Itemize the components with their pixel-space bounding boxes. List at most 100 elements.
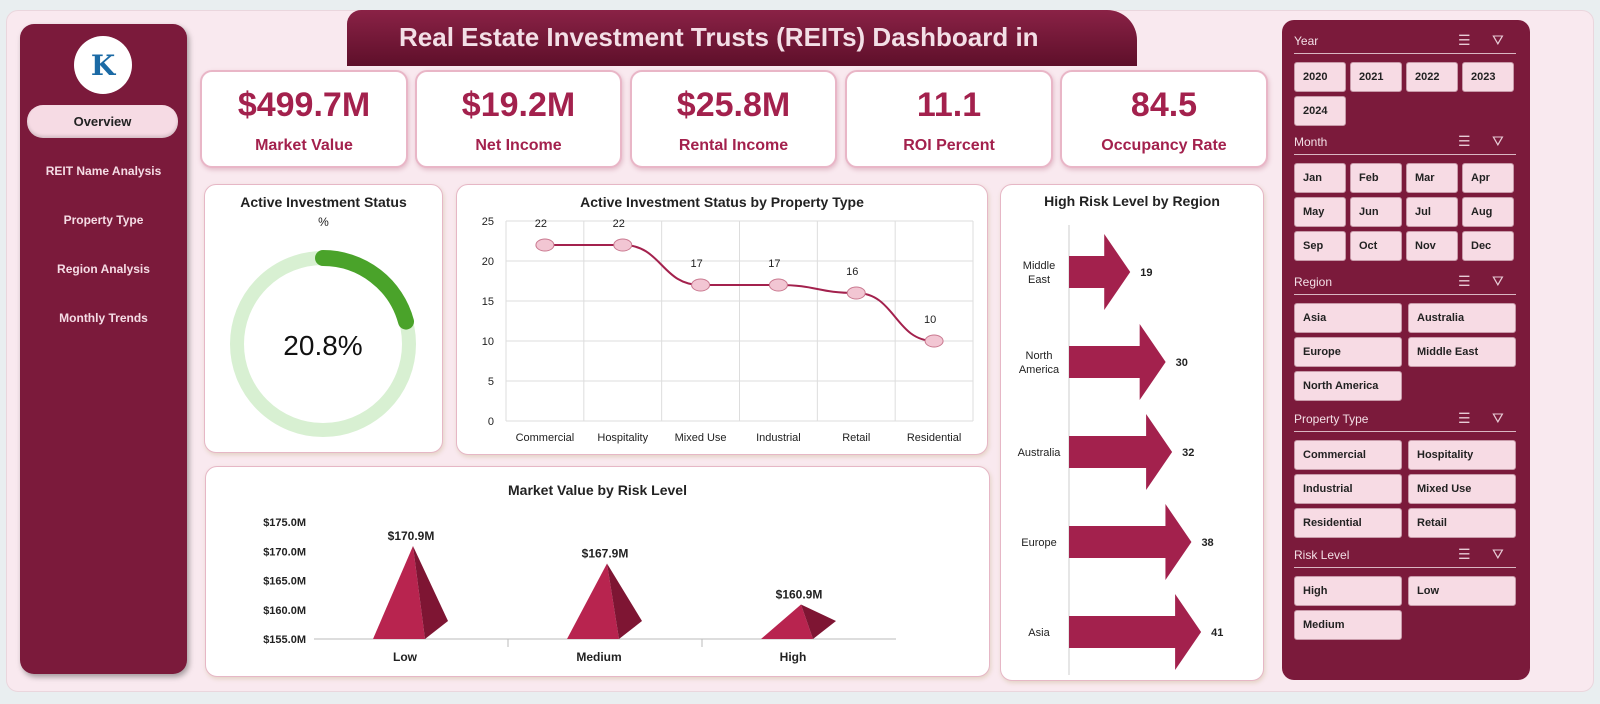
x-tick-label: High	[780, 650, 807, 664]
slicer-item[interactable]: Mar	[1406, 163, 1458, 193]
slicer-title: Property Type	[1294, 412, 1369, 426]
y-tick-label: $170.0M	[263, 546, 306, 558]
data-label: 38	[1201, 537, 1213, 549]
clear-filter-icon[interactable]: ⛛	[1492, 273, 1504, 289]
nav-reit-name-analysis[interactable]: REIT Name Analysis	[45, 164, 162, 178]
y-tick-label: Australia	[1018, 447, 1062, 459]
slicer-item[interactable]: Middle East	[1408, 337, 1516, 367]
slicer-item[interactable]: High	[1294, 576, 1402, 606]
clear-filter-icon[interactable]: ⛛	[1492, 410, 1504, 426]
slicer-item[interactable]: 2021	[1350, 62, 1402, 92]
slicer-title: Risk Level	[1294, 548, 1350, 562]
filter-panel: Year ☰ ⛛ 2020 2021 2022 2023 2024 Month ☰ ⛛ Jan Feb M…	[1282, 20, 1530, 680]
slicer-item[interactable]: North America	[1294, 371, 1402, 401]
slicer-item[interactable]: 2023	[1462, 62, 1514, 92]
multi-select-icon[interactable]: ☰	[1458, 32, 1471, 48]
data-point	[691, 278, 711, 292]
slicer-item[interactable]: Medium	[1294, 610, 1402, 640]
slicer-header: Property Type ☰ ⛛	[1294, 410, 1516, 432]
slicer-item[interactable]: Apr	[1462, 163, 1514, 193]
data-label: 19	[1140, 267, 1152, 279]
y-tick-label: $175.0M	[263, 517, 306, 529]
slicer-item[interactable]: Dec	[1462, 231, 1514, 261]
slicer-item[interactable]: Hospitality	[1408, 440, 1516, 470]
clear-filter-icon[interactable]: ⛛	[1492, 32, 1504, 48]
nav-property-type[interactable]: Property Type	[63, 213, 144, 227]
slicer-item[interactable]: Low	[1408, 576, 1516, 606]
y-tick-label: 15	[482, 296, 494, 308]
pyramid-front	[761, 604, 813, 639]
pyramid-front	[373, 545, 425, 639]
slicer-item[interactable]: Retail	[1408, 508, 1516, 538]
kpi-label: Occupancy Rate	[1101, 137, 1227, 154]
donut-chart: 20.8%	[230, 250, 416, 437]
multi-select-icon[interactable]: ☰	[1458, 546, 1471, 562]
slicer-item[interactable]: Oct	[1350, 231, 1402, 261]
slicer-item[interactable]: 2022	[1406, 62, 1458, 92]
x-tick-label: Mixed Use	[675, 432, 727, 444]
pyramid-side	[607, 563, 642, 639]
multi-select-icon[interactable]: ☰	[1458, 410, 1471, 426]
slicer-header: Risk Level ☰ ⛛	[1294, 546, 1516, 568]
chart-title: Active Investment Status	[240, 194, 407, 210]
y-tick-label: Europe	[1021, 537, 1056, 549]
sidebar: K Overview REIT Name Analysis Property T…	[20, 24, 187, 674]
slicer-item[interactable]: Australia	[1408, 303, 1516, 333]
nav-monthly-trends[interactable]: Monthly Trends	[59, 311, 148, 325]
y-tick-label: East	[1028, 274, 1050, 286]
y-tick-label: $155.0M	[263, 634, 306, 646]
pyramid-chart-card: Market Value by Risk Level $155.0M $160.0…	[205, 466, 990, 677]
multi-select-icon[interactable]: ☰	[1458, 273, 1471, 289]
slicer-item[interactable]: 2020	[1294, 62, 1346, 92]
data-point	[535, 238, 555, 252]
slicer-item[interactable]: Asia	[1294, 303, 1402, 333]
data-label: 17	[768, 258, 780, 270]
kpi-rental-income: $25.8M Rental Income	[630, 70, 837, 168]
y-tick-label: Asia	[1028, 627, 1050, 639]
data-label: 22	[613, 218, 625, 230]
slicer-item[interactable]: Jan	[1294, 163, 1346, 193]
donut-value-label: 20.8%	[283, 330, 362, 361]
slicer-item[interactable]: Jul	[1406, 197, 1458, 227]
arrow-bar	[1069, 414, 1173, 490]
slicer-item[interactable]: Nov	[1406, 231, 1458, 261]
kpi-value: $499.7M	[237, 86, 371, 124]
arrow-bar	[1069, 324, 1166, 400]
line-chart: 0 5 10 15 20 25 22 Commercial 22 Hospitality 17 Mix…	[482, 216, 974, 444]
slicer-item[interactable]: Mixed Use	[1408, 474, 1516, 504]
chart-title: Active Investment Status by Property Typ…	[580, 194, 864, 210]
y-tick-label: 20	[482, 256, 494, 268]
nav-overview[interactable]: Overview	[27, 105, 178, 138]
slicer-item[interactable]: Commercial	[1294, 440, 1402, 470]
slicer-item[interactable]: May	[1294, 197, 1346, 227]
x-tick-label: Medium	[576, 650, 621, 664]
slicer-item[interactable]: Sep	[1294, 231, 1346, 261]
slicer-item[interactable]: Jun	[1350, 197, 1402, 227]
slicer-item[interactable]: Industrial	[1294, 474, 1402, 504]
nav-region-analysis[interactable]: Region Analysis	[57, 262, 150, 276]
clear-filter-icon[interactable]: ⛛	[1492, 133, 1504, 149]
pyramid-front	[567, 563, 619, 639]
data-label: 30	[1176, 357, 1188, 369]
slicer-item[interactable]: Feb	[1350, 163, 1402, 193]
x-tick-label: Low	[393, 650, 418, 664]
y-tick-label: $165.0M	[263, 576, 306, 588]
y-tick-label: 10	[482, 336, 494, 348]
slicer-title: Region	[1294, 275, 1333, 289]
data-point	[768, 278, 788, 292]
donut-fill	[315, 250, 415, 330]
slicer-header: Month ☰ ⛛	[1294, 133, 1516, 155]
x-tick-label: Industrial	[756, 432, 801, 444]
chart-title: High Risk Level by Region	[1044, 193, 1220, 209]
chart-title: Market Value by Risk Level	[508, 482, 687, 498]
kpi-value: $25.8M	[676, 86, 791, 124]
logo: K	[74, 36, 132, 94]
slicer-item[interactable]: Aug	[1462, 197, 1514, 227]
data-point	[846, 286, 866, 300]
data-label: 17	[690, 258, 702, 270]
slicer-item[interactable]: 2024	[1294, 96, 1346, 126]
slicer-item[interactable]: Residential	[1294, 508, 1402, 538]
multi-select-icon[interactable]: ☰	[1458, 133, 1471, 149]
clear-filter-icon[interactable]: ⛛	[1492, 546, 1504, 562]
slicer-item[interactable]: Europe	[1294, 337, 1402, 367]
